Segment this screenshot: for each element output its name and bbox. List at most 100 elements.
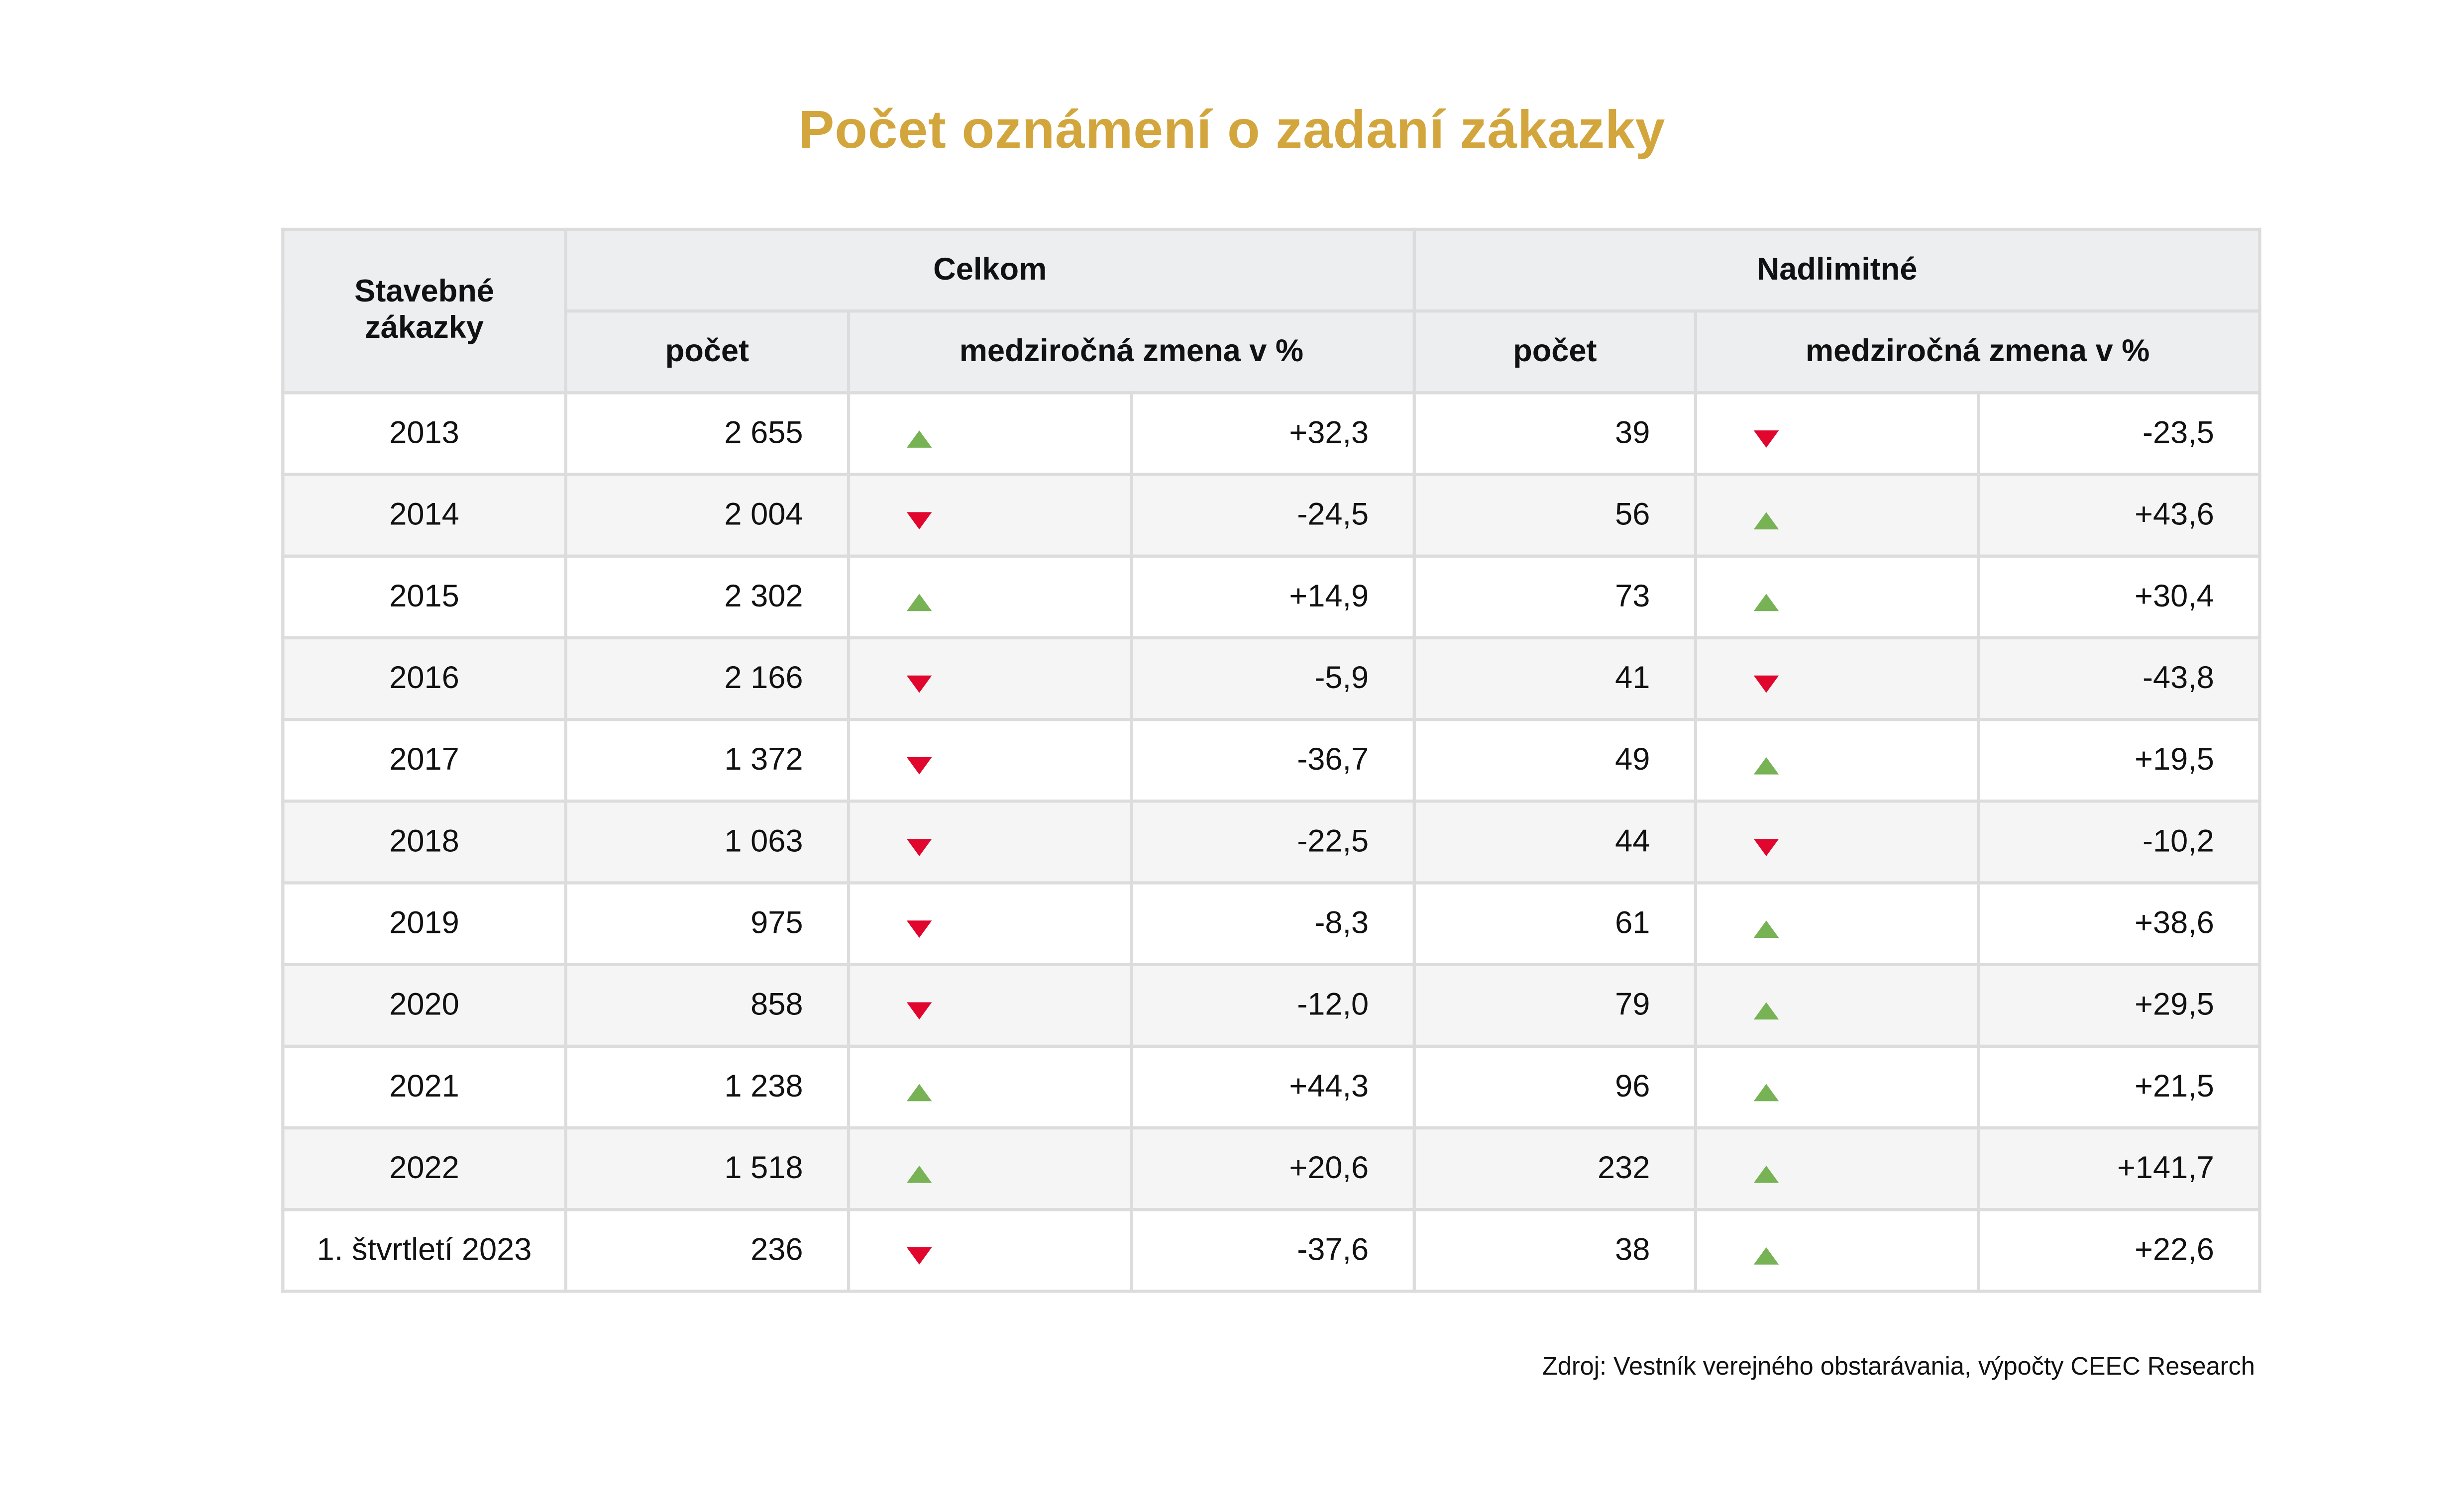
total-trend-cell — [847, 636, 1133, 721]
row-label: 2015 — [281, 554, 567, 640]
row-label: 2013 — [281, 391, 567, 476]
total-change: -8,3 — [1130, 881, 1416, 966]
table-row: 2015 2 302 +14,9 73 +30,4 — [281, 554, 2261, 640]
above-change: +141,7 — [1977, 1126, 2261, 1211]
total-count: 975 — [564, 881, 851, 966]
table-row: 2018 1 063 -22,5 44 -10,2 — [281, 800, 2261, 885]
total-count: 236 — [564, 1208, 851, 1293]
table-row: 2021 1 238 +44,3 96 +21,5 — [281, 1044, 2261, 1130]
above-count: 49 — [1412, 717, 1698, 803]
above-count: 73 — [1412, 554, 1698, 640]
above-change: -10,2 — [1977, 800, 2261, 885]
above-trend-cell — [1694, 881, 1980, 966]
total-change: -5,9 — [1130, 636, 1416, 721]
total-trend-cell — [847, 1126, 1133, 1211]
above-trend-cell — [1694, 963, 1980, 1048]
total-trend-cell — [847, 881, 1133, 966]
total-trend-cell — [847, 963, 1133, 1048]
triangle-up-icon — [906, 1165, 932, 1183]
header-above-count: počet — [1412, 309, 1698, 395]
total-change: -22,5 — [1130, 800, 1416, 885]
total-count: 2 166 — [564, 636, 851, 721]
above-count: 39 — [1412, 391, 1698, 476]
row-label: 1. štvrtletí 2023 — [281, 1208, 567, 1293]
triangle-up-icon — [1753, 1247, 1779, 1264]
triangle-up-icon — [1753, 1083, 1779, 1101]
triangle-down-icon — [906, 675, 932, 693]
total-count: 1 518 — [564, 1126, 851, 1211]
total-change: -24,5 — [1130, 473, 1416, 558]
header-row-label: Stavebné zákazky — [281, 227, 567, 395]
above-change: +21,5 — [1977, 1044, 2261, 1130]
total-count: 2 302 — [564, 554, 851, 640]
table-row: 2020 858 -12,0 79 +29,5 — [281, 963, 2261, 1048]
data-table: Stavebné zákazky Celkom Nadlimitné počet… — [281, 227, 2261, 1293]
total-count: 1 238 — [564, 1044, 851, 1130]
total-count: 2 655 — [564, 391, 851, 476]
triangle-down-icon — [906, 1001, 932, 1019]
total-count: 1 063 — [564, 800, 851, 885]
row-label: 2020 — [281, 963, 567, 1048]
above-change: +30,4 — [1977, 554, 2261, 640]
total-trend-cell — [847, 473, 1133, 558]
triangle-up-icon — [1753, 593, 1779, 611]
header-group-total: Celkom — [564, 227, 1416, 313]
triangle-up-icon — [906, 1083, 932, 1101]
table-row: 2022 1 518 +20,6 232 +141,7 — [281, 1126, 2261, 1211]
triangle-up-icon — [1753, 757, 1779, 774]
triangle-up-icon — [1753, 1165, 1779, 1183]
above-count: 232 — [1412, 1126, 1698, 1211]
header-total-change: medziročná zmena v % — [847, 309, 1416, 395]
total-change: +44,3 — [1130, 1044, 1416, 1130]
above-trend-cell — [1694, 473, 1980, 558]
total-change: +32,3 — [1130, 391, 1416, 476]
above-trend-cell — [1694, 1044, 1980, 1130]
above-change: +22,6 — [1977, 1208, 2261, 1293]
row-label: 2022 — [281, 1126, 567, 1211]
row-label: 2017 — [281, 717, 567, 803]
triangle-up-icon — [1753, 920, 1779, 938]
above-change: +19,5 — [1977, 717, 2261, 803]
table-row: 2016 2 166 -5,9 41 -43,8 — [281, 636, 2261, 721]
triangle-down-icon — [906, 757, 932, 774]
above-change: +38,6 — [1977, 881, 2261, 966]
triangle-down-icon — [906, 838, 932, 856]
triangle-down-icon — [1753, 838, 1779, 856]
table-row: 2014 2 004 -24,5 56 +43,6 — [281, 473, 2261, 558]
total-change: -12,0 — [1130, 963, 1416, 1048]
triangle-down-icon — [1753, 430, 1779, 447]
source-note: Zdroj: Vestník verejného obstarávania, v… — [1542, 1354, 2255, 1381]
above-count: 44 — [1412, 800, 1698, 885]
triangle-down-icon — [1753, 675, 1779, 693]
total-trend-cell — [847, 1208, 1133, 1293]
triangle-up-icon — [1753, 511, 1779, 529]
row-label: 2018 — [281, 800, 567, 885]
above-trend-cell — [1694, 717, 1980, 803]
triangle-up-icon — [1753, 1001, 1779, 1019]
above-count: 56 — [1412, 473, 1698, 558]
total-count: 858 — [564, 963, 851, 1048]
table-row: 2019 975 -8,3 61 +38,6 — [281, 881, 2261, 966]
above-trend-cell — [1694, 1208, 1980, 1293]
header-group-above-limit: Nadlimitné — [1412, 227, 2261, 313]
total-change: -36,7 — [1130, 717, 1416, 803]
above-count: 96 — [1412, 1044, 1698, 1130]
table-row: 2017 1 372 -36,7 49 +19,5 — [281, 717, 2261, 803]
triangle-down-icon — [906, 1247, 932, 1264]
above-count: 79 — [1412, 963, 1698, 1048]
triangle-down-icon — [906, 920, 932, 938]
total-trend-cell — [847, 717, 1133, 803]
above-change: -43,8 — [1977, 636, 2261, 721]
total-change: +20,6 — [1130, 1126, 1416, 1211]
total-trend-cell — [847, 391, 1133, 476]
above-change: +43,6 — [1977, 473, 2261, 558]
above-count: 61 — [1412, 881, 1698, 966]
total-trend-cell — [847, 554, 1133, 640]
total-change: +14,9 — [1130, 554, 1416, 640]
triangle-up-icon — [906, 430, 932, 447]
above-change: +29,5 — [1977, 963, 2261, 1048]
row-label: 2014 — [281, 473, 567, 558]
total-count: 2 004 — [564, 473, 851, 558]
table-row: 1. štvrtletí 2023 236 -37,6 38 +22,6 — [281, 1208, 2261, 1293]
